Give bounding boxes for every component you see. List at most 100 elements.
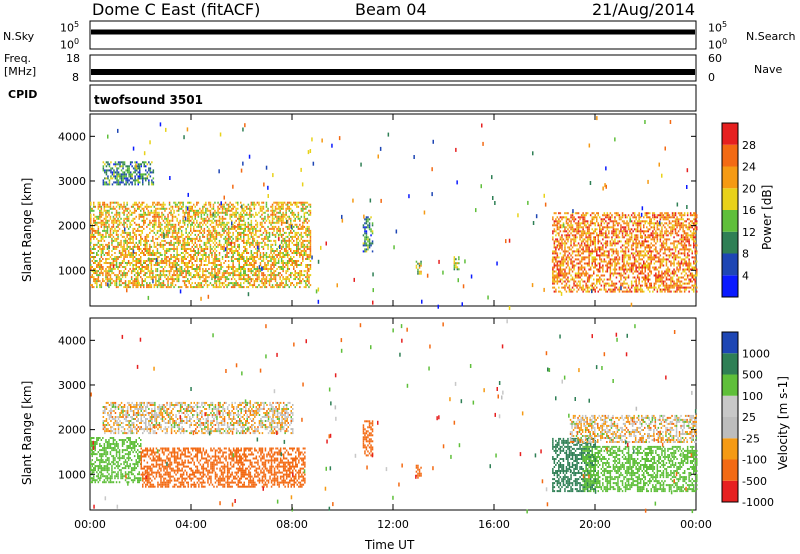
data-cell (143, 207, 145, 210)
data-cell (367, 218, 369, 221)
data-cell (614, 284, 616, 287)
data-cell (288, 201, 290, 204)
data-cell (158, 282, 160, 285)
data-cell (367, 216, 369, 219)
data-cell (165, 278, 168, 281)
data-cell (115, 213, 118, 216)
data-cell (250, 254, 253, 256)
data-cell (235, 229, 237, 232)
data-cell (577, 266, 580, 269)
data-cell (240, 233, 242, 236)
data-cell (244, 260, 246, 262)
data-cell (190, 286, 192, 289)
data-cell (126, 256, 128, 258)
data-cell (243, 256, 245, 258)
data-cell (609, 262, 612, 265)
data-cell (217, 213, 219, 216)
data-cell (117, 219, 119, 222)
data-cell (205, 217, 207, 220)
data-cell (111, 278, 113, 281)
data-cell (288, 278, 290, 281)
data-cell (261, 221, 263, 224)
data-cell (253, 272, 256, 275)
data-cell (143, 201, 145, 204)
data-cell (129, 223, 131, 226)
data-cell (205, 248, 207, 250)
data-cell (594, 264, 596, 267)
data-cell (268, 235, 271, 238)
data-cell (605, 240, 607, 243)
data-cell (588, 250, 590, 253)
data-cell (609, 244, 612, 247)
data-cell (599, 262, 601, 265)
data-cell (253, 237, 256, 240)
data-cell (124, 280, 127, 283)
data-cell (109, 280, 112, 283)
data-cell (227, 225, 230, 228)
data-cell (176, 252, 178, 254)
data-cell (121, 266, 124, 268)
data-cell (134, 169, 136, 172)
data-cell (612, 282, 615, 285)
data-cell (270, 264, 272, 266)
data-cell (209, 274, 212, 277)
data-cell (144, 241, 146, 244)
data-cell (104, 181, 106, 184)
data-cell (111, 250, 113, 252)
data-cell (162, 229, 165, 232)
data-cell (96, 266, 98, 268)
data-cell (226, 270, 228, 273)
data-cell (203, 227, 206, 230)
data-cell (593, 216, 595, 219)
data-cell (596, 218, 598, 221)
data-cell (624, 216, 627, 219)
data-cell (594, 228, 596, 231)
data-cell (140, 270, 142, 273)
data-cell (203, 229, 206, 232)
data-cell (579, 272, 581, 275)
data-cell (123, 213, 125, 216)
data-cell (215, 286, 218, 289)
data-cell (582, 258, 584, 261)
data-cell (580, 214, 583, 217)
data-cell (556, 282, 559, 285)
data-cell (111, 171, 114, 174)
data-cell (267, 274, 269, 277)
data-cell (583, 220, 586, 223)
data-cell (136, 169, 138, 172)
data-cell (561, 216, 563, 219)
data-cell (217, 280, 219, 283)
data-cell (308, 286, 310, 289)
data-cell (130, 254, 133, 256)
data-cell (561, 278, 563, 281)
data-cell (200, 213, 203, 216)
data-cell (602, 228, 604, 231)
data-cell (100, 270, 103, 273)
data-cell (306, 272, 309, 275)
data-cell (159, 229, 162, 232)
data-cell (108, 225, 110, 228)
data-cell (585, 232, 587, 235)
data-cell (621, 226, 624, 229)
data-cell (630, 236, 633, 239)
data-cell (212, 225, 215, 228)
data-cell (217, 233, 219, 236)
data-cell (596, 248, 598, 251)
data-cell (246, 252, 248, 254)
data-cell (167, 276, 169, 279)
data-cell (203, 280, 206, 283)
data-cell (264, 278, 266, 281)
data-cell (173, 209, 175, 212)
data-cell (288, 274, 290, 277)
data-cell (97, 274, 100, 277)
data-cell (211, 254, 213, 256)
data-cell (179, 268, 181, 270)
data-cell (279, 268, 281, 270)
data-cell (115, 284, 118, 287)
data-cell (90, 276, 92, 279)
data-cell (582, 238, 584, 241)
data-cell (211, 233, 213, 236)
data-cell (302, 243, 304, 246)
data-cell (614, 218, 616, 221)
data-cell (271, 217, 274, 220)
